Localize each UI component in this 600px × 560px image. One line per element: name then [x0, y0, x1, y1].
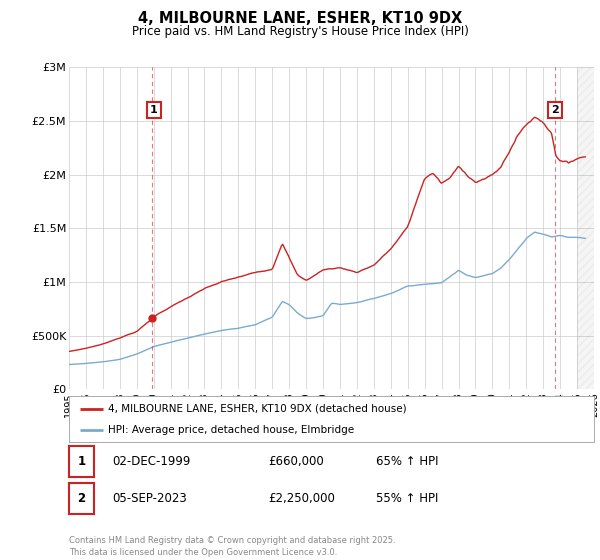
Text: 05-SEP-2023: 05-SEP-2023 — [112, 492, 187, 505]
Text: £660,000: £660,000 — [268, 455, 324, 468]
Text: 2: 2 — [77, 492, 86, 505]
Text: £2,250,000: £2,250,000 — [268, 492, 335, 505]
Text: HPI: Average price, detached house, Elmbridge: HPI: Average price, detached house, Elmb… — [109, 425, 355, 435]
Text: 02-DEC-1999: 02-DEC-1999 — [112, 455, 191, 468]
Text: 2: 2 — [551, 105, 559, 115]
Text: 4, MILBOURNE LANE, ESHER, KT10 9DX (detached house): 4, MILBOURNE LANE, ESHER, KT10 9DX (deta… — [109, 404, 407, 414]
Text: Contains HM Land Registry data © Crown copyright and database right 2025.
This d: Contains HM Land Registry data © Crown c… — [69, 536, 395, 557]
Text: 4, MILBOURNE LANE, ESHER, KT10 9DX: 4, MILBOURNE LANE, ESHER, KT10 9DX — [138, 11, 462, 26]
Text: 1: 1 — [150, 105, 158, 115]
Text: 1: 1 — [77, 455, 86, 468]
Text: Price paid vs. HM Land Registry's House Price Index (HPI): Price paid vs. HM Land Registry's House … — [131, 25, 469, 38]
Text: 65% ↑ HPI: 65% ↑ HPI — [376, 455, 439, 468]
Text: 55% ↑ HPI: 55% ↑ HPI — [376, 492, 439, 505]
Bar — [577, 67, 594, 389]
